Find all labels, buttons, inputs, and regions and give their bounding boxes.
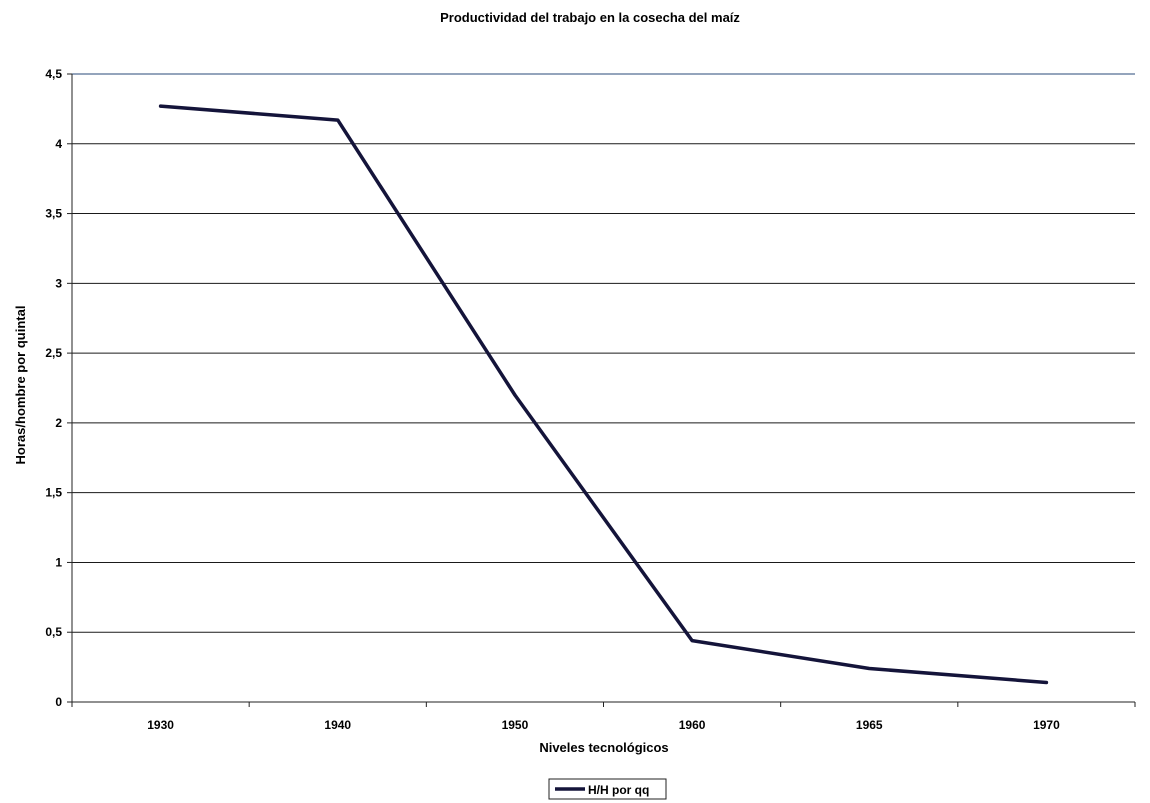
x-tick-label: 1940: [324, 718, 351, 732]
legend-box: [548, 778, 667, 800]
data-point: [336, 118, 340, 122]
chart-title: Productividad del trabajo en la cosecha …: [440, 10, 740, 25]
legend: H/H por qq: [548, 778, 667, 800]
y-tick-label: 1: [55, 555, 62, 569]
x-tick-label: 1965: [856, 718, 883, 732]
axes: [71, 74, 1135, 703]
x-tick-label: 1960: [679, 718, 706, 732]
y-tick-label: 3: [55, 276, 62, 290]
y-tick-label: 4,5: [45, 67, 62, 81]
x-axis-label: Niveles tecnológicos: [539, 740, 668, 755]
y-tick-labels: 0 0,5 1 1,5 2 2,5 3 3,5 4 4,5: [45, 67, 72, 709]
y-tick-label: 4: [55, 137, 62, 151]
y-axis-label: Horas/hombre por quintal: [13, 306, 28, 465]
y-tick-label: 1,5: [45, 486, 62, 500]
legend-label-h-h-por-qq: H/H por qq: [588, 783, 649, 797]
y-tick-label: 0,5: [45, 625, 62, 639]
y-tick-label: 2,5: [45, 346, 62, 360]
gridlines: [72, 73, 1135, 633]
y-tick-label: 3,5: [45, 207, 62, 221]
y-tick-label: 2: [55, 416, 62, 430]
x-tick-label: 1950: [502, 718, 529, 732]
data-point: [690, 639, 694, 643]
series-line-h-h-por-qq: [158, 104, 1049, 685]
data-point: [1044, 680, 1048, 684]
data-point: [867, 667, 871, 671]
data-point: [513, 393, 517, 397]
x-tick-label: 1970: [1033, 718, 1060, 732]
y-tick-label: 0: [55, 695, 62, 709]
x-tick-label: 1930: [147, 718, 174, 732]
data-point: [159, 104, 163, 108]
x-tick-labels: 1930 1940 1950 1960 1965 1970: [71, 702, 1136, 732]
series-layer: [158, 104, 1049, 685]
